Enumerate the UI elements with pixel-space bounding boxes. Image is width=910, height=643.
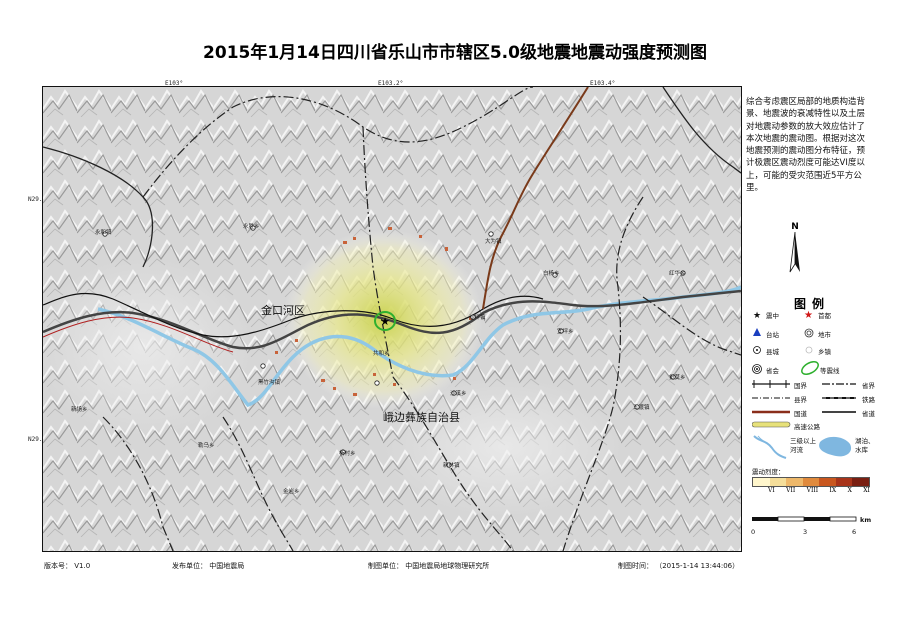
legend-symbols: ★ ★: [752, 310, 856, 459]
north-arrow: N: [786, 222, 804, 278]
legend-label-county-border: 县界: [794, 396, 807, 404]
isoseismal-line[interactable]: [374, 311, 396, 331]
north-arrow-icon: [789, 231, 800, 273]
place-label-ebian: 峨边彝族自治县: [383, 411, 460, 424]
intensity-scale-title: 震动烈度：: [752, 468, 785, 476]
dadu-river: [97, 285, 741, 408]
legend-label-river: 三级以上河流: [790, 437, 816, 454]
legend-label-provincial-capital: 省会: [766, 367, 779, 375]
place-label-xinchang: 新场乡: [71, 407, 88, 413]
legend-label-national-road: 国道: [794, 410, 807, 418]
legend-title: 图例: [794, 297, 831, 311]
town-markers: [102, 225, 686, 468]
place-label-yangcun: 杨村乡: [339, 451, 356, 457]
place-label-dawei: 大为镇: [485, 239, 502, 245]
intensity-color-swatch-5: [835, 478, 853, 486]
longitude-label-103-4: E103.4°: [590, 80, 616, 87]
footer-version: 版本号： V1.0: [44, 562, 91, 570]
place-label-shaxi: 沙溪乡: [450, 391, 467, 397]
legend-label-provincial-border: 省界: [862, 382, 875, 390]
scale-label-0: 0: [751, 528, 756, 536]
place-label-shaping: 沙坪镇: [469, 315, 486, 321]
place-label-wudu: 五渡镇: [633, 405, 650, 411]
intensity-color-swatch-1: [769, 478, 787, 486]
place-label-heizhugou: 黑竹沟镇: [258, 380, 281, 386]
map-frame[interactable]: ★ 金口河区 峨边彝族自治县 永和镇 永胜乡 大为镇 沙坪镇 共和乡 沙溪乡 宜…: [42, 86, 742, 552]
intensity-color-bar: [752, 477, 870, 487]
legend-label-isoseismal: 等震线: [820, 367, 840, 375]
epicenter-star-icon: ★: [380, 315, 390, 328]
scale-label-6: 6: [852, 528, 857, 536]
place-label-xinlin: 新林镇: [443, 463, 460, 469]
legend-label-epicenter: 震中: [766, 312, 779, 320]
intensity-color-swatch-0: [753, 478, 770, 486]
latitude-label-29-2: N29.2°: [28, 436, 50, 443]
intensity-color-swatch-3: [802, 478, 820, 486]
legend-label-county: 县城: [766, 348, 779, 356]
national-road-inner: [43, 316, 234, 353]
legend-label-national-border: 国界: [794, 382, 807, 390]
legend-label-capital: 首都: [818, 312, 831, 320]
latitude-label-29-4: N29.4°: [28, 196, 50, 203]
map-canvas: ★: [43, 87, 741, 551]
place-label-jinkouhe: 金口河区: [261, 304, 305, 317]
legend-label-railway: 铁路: [862, 396, 875, 404]
map-title: 2015年1月14日四川省乐山市市辖区5.0级地震地震动强度预测图: [203, 43, 707, 63]
svg-text:★: ★: [753, 311, 761, 321]
intensity-level-10: X: [847, 487, 852, 494]
valley-haze: [383, 377, 623, 517]
county-boundaries: [102, 87, 741, 551]
longitude-label-103: E103°: [165, 80, 184, 87]
north-label: N: [791, 222, 799, 232]
place-label-juemo: 觉莫乡: [669, 375, 686, 381]
footer-producer: 制图单位： 中国地震局地球物理研究所: [368, 562, 490, 570]
place-label-yongsheng: 永胜乡: [243, 224, 260, 230]
intensity-color-swatch-6: [852, 478, 870, 486]
lowland-haze: [43, 257, 253, 437]
legend-label-town: 乡镇: [818, 348, 831, 356]
map-description: 综合考虑震区局部的地质构造背景、地震波的衰减特性以及土层对地震动参数的放大效应估…: [746, 97, 866, 194]
railway: [43, 292, 544, 338]
place-label-jinyan: 金岩乡: [283, 489, 300, 495]
distance-scale-bar: [752, 516, 857, 522]
legend-label-expressway: 高速公路: [794, 423, 820, 431]
svg-text:★: ★: [804, 310, 813, 321]
province-lines: [43, 87, 741, 268]
place-label-lewu: 勒乌乡: [198, 443, 215, 449]
intensity-level-9: IX: [829, 487, 837, 494]
intensity-level-6: VI: [768, 487, 775, 494]
intensity-color-swatch-2: [786, 478, 803, 486]
legend-label-lake: 湖泊、水库: [855, 437, 875, 454]
place-label-baiyang: 白杨乡: [543, 271, 560, 277]
footer-time: 制图时间： （2015-1-14 13:44:06）: [618, 562, 740, 570]
intensity-level-8: VIII: [806, 487, 819, 494]
longitude-label-103-2: E103.2°: [378, 80, 404, 87]
settlement-blocks: [275, 227, 472, 396]
intensity-level-7: VII: [786, 487, 796, 494]
place-label-honghua: 红华乡: [669, 271, 686, 277]
scale-unit: km: [860, 516, 872, 524]
intensity-level-labels: VI VII VIII IX X XI: [768, 487, 870, 494]
place-label-yonghe: 永和镇: [95, 230, 112, 236]
footer-publisher: 发布单位： 中国地震局: [172, 562, 245, 570]
legend-label-provincial-road: 省道: [862, 410, 875, 418]
provincial-road-north: [482, 87, 589, 310]
legend-label-station: 台站: [766, 331, 779, 339]
intensity-color-swatch-4: [819, 478, 836, 486]
place-label-gonghe: 共和乡: [373, 351, 390, 357]
place-label-yiping: 宜坪乡: [557, 329, 574, 335]
intensity-level-11: XI: [863, 487, 870, 494]
legend-label-city: 地市: [818, 331, 831, 339]
scale-label-3: 3: [803, 528, 808, 536]
